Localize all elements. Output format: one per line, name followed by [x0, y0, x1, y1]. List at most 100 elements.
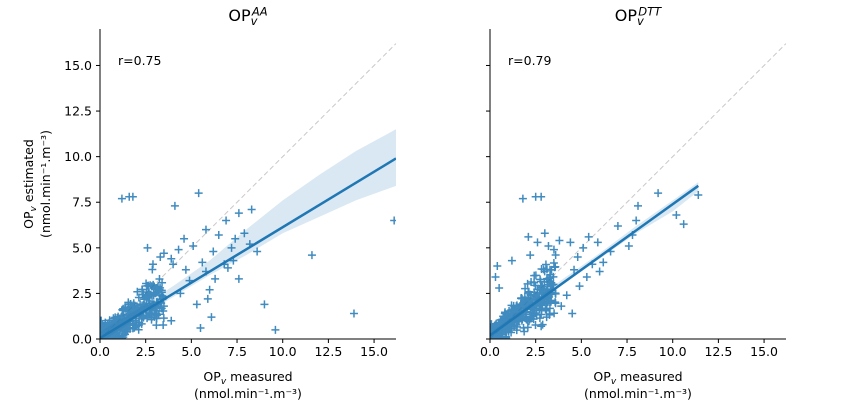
scatter-point	[524, 232, 533, 241]
scatter-point	[540, 287, 549, 296]
x-tick-label: 0.0	[480, 344, 500, 359]
plot-area	[100, 43, 396, 339]
chart-title-base: OP	[615, 6, 638, 25]
scatter-point	[538, 320, 547, 329]
correlation-annotation: r=0.79	[508, 53, 551, 68]
scatter-point	[549, 272, 558, 281]
x-axis-label-sub: v	[221, 377, 227, 387]
scatter-point	[234, 274, 243, 283]
scatter-point	[544, 242, 553, 250]
x-axis-label-sub: v	[611, 377, 617, 387]
scatter-point	[209, 247, 218, 256]
chart-title-base: OP	[228, 6, 251, 25]
scatter-point	[562, 291, 571, 300]
scatter-point	[549, 245, 558, 254]
scatter-point	[159, 321, 168, 330]
scatter-point	[201, 225, 210, 234]
scatter-point	[536, 275, 545, 284]
scatter-point	[493, 262, 502, 271]
scatter-point	[117, 194, 126, 203]
x-axis-label: OPv measured	[593, 369, 682, 387]
chart-panel-aa: 0.0 2.5 5.0 7.5 10.0 12.5 15.0 0.0 2.5 5.0 7.5 10.0…	[21, 4, 396, 401]
scatter-point	[573, 252, 582, 261]
y-tick-label: 12.5	[64, 104, 92, 119]
scatter-point	[519, 312, 528, 321]
x-tick-label: 2.5	[136, 344, 156, 359]
scatter-point	[203, 294, 212, 303]
scatter-point	[537, 192, 546, 201]
x-axis-label-base: OP	[203, 369, 221, 384]
chart-title-sub: v	[637, 14, 644, 28]
scatter-point	[531, 309, 540, 318]
y-tick-label: 5.0	[72, 240, 92, 255]
scatter-point	[227, 243, 236, 252]
scatter-point	[170, 201, 179, 210]
scatter-point	[542, 313, 551, 322]
scatter-point	[539, 265, 548, 274]
plot-area	[490, 43, 786, 339]
x-axis-label-base: OP	[593, 369, 611, 384]
scatter-point	[231, 234, 240, 243]
scatter-point	[159, 314, 168, 323]
scatter-point	[535, 314, 544, 323]
scatter-point	[189, 242, 198, 250]
scatter-point	[551, 251, 560, 260]
scatter-point	[307, 251, 316, 260]
scatter-point	[550, 309, 559, 318]
scatter-point	[181, 265, 190, 274]
scatter-point	[654, 189, 663, 198]
scatter-point	[537, 322, 546, 331]
scatter-point	[198, 258, 207, 267]
scatter-point	[148, 260, 157, 269]
x-axis-label: OPv measured	[203, 369, 292, 387]
scatter-point	[260, 300, 269, 309]
scatter-points	[100, 189, 396, 339]
chart-title-sup: AA	[251, 4, 268, 18]
x-tick-label: 7.5	[617, 344, 637, 359]
scatter-point	[535, 288, 544, 297]
scatter-point	[211, 274, 220, 283]
scatter-points	[490, 189, 703, 339]
x-axis-label-units: (nmol.min⁻¹.m⁻³)	[584, 386, 692, 401]
scatter-point	[158, 278, 167, 287]
scatter-point	[205, 285, 214, 294]
scatter-point	[128, 192, 137, 201]
scatter-point	[121, 304, 130, 313]
scatter-point	[137, 319, 146, 328]
scatter-point	[537, 310, 546, 319]
scatter-point	[531, 321, 540, 330]
chart-title: OPvDTT	[615, 4, 662, 28]
scatter-point	[613, 221, 622, 230]
y-tick-label: 0.0	[72, 332, 92, 347]
scatter-point	[530, 278, 539, 287]
scatter-point	[194, 189, 203, 198]
scatter-point	[271, 325, 280, 334]
scatter-point	[129, 301, 138, 310]
x-tick-label: 10.0	[269, 344, 297, 359]
x-tick-label: 0.0	[90, 344, 110, 359]
scatter-point	[390, 216, 396, 225]
scatter-point	[575, 282, 584, 291]
scatter-point	[141, 292, 150, 301]
scatter-point	[518, 194, 527, 203]
scatter-point	[549, 259, 558, 268]
scatter-point	[150, 306, 159, 315]
y-axis-label-rest: estimated	[21, 139, 36, 206]
scatter-point	[253, 247, 262, 256]
scatter-point	[196, 324, 205, 333]
scatter-point	[156, 252, 165, 261]
y-axis-label-units: (nmol.min⁻¹.m⁻³)	[38, 130, 53, 238]
identity-line	[100, 43, 396, 339]
y-axis-label-group: OPv estimated (nmol.min⁻¹.m⁻³)	[21, 130, 53, 238]
scatter-point	[157, 304, 166, 313]
scatter-point	[551, 299, 560, 308]
x-axis-label-units: (nmol.min⁻¹.m⁻³)	[194, 386, 302, 401]
scatter-point	[247, 205, 256, 214]
regression-line	[490, 184, 700, 337]
scatter-point	[207, 313, 216, 322]
scatter-point	[582, 273, 591, 281]
scatter-point	[566, 238, 575, 247]
scatter-point	[152, 283, 161, 292]
chart-title-sup: DTT	[638, 4, 662, 18]
scatter-point	[497, 330, 506, 339]
